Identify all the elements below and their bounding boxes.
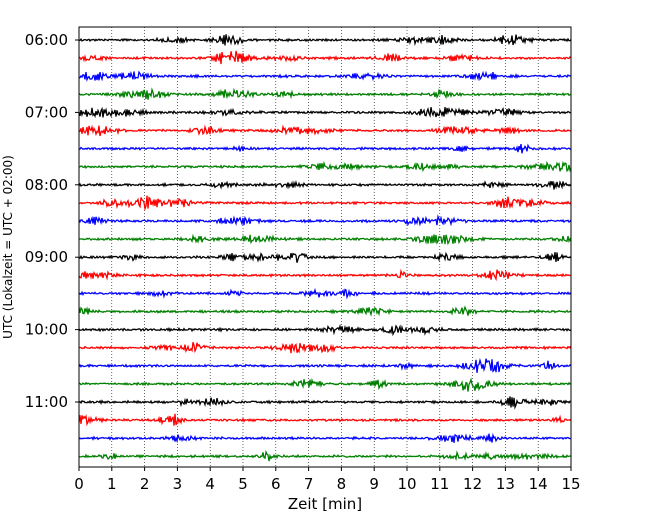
trace-1030 bbox=[78, 357, 572, 373]
x-tick-label: 10 bbox=[397, 475, 416, 493]
trace-0700 bbox=[78, 106, 572, 119]
x-axis: 0 1 2 3 4 5 6 7 8 9 10 11 12 13 14 15 bbox=[74, 467, 581, 493]
trace-0800 bbox=[78, 179, 572, 190]
x-tick-label: 4 bbox=[205, 475, 215, 493]
plot-frame bbox=[78, 26, 572, 468]
trace-1100 bbox=[78, 396, 572, 410]
x-tick-label: 3 bbox=[173, 475, 183, 493]
trace-0845 bbox=[78, 233, 572, 246]
trace-0815 bbox=[78, 195, 572, 212]
y-tick-label: 06:00 bbox=[25, 31, 68, 49]
trace-0630 bbox=[78, 70, 572, 82]
x-tick-label: 9 bbox=[369, 475, 379, 493]
trace-0715 bbox=[78, 124, 572, 137]
trace-0730 bbox=[78, 143, 572, 154]
trace-1045 bbox=[78, 377, 572, 392]
y-tick-label: 10:00 bbox=[25, 321, 68, 339]
x-tick-label: 13 bbox=[496, 475, 515, 493]
y-axis-label: UTC (Lokalzeit = UTC + 02:00) bbox=[1, 155, 15, 339]
x-tick-label: 8 bbox=[337, 475, 347, 493]
trace-0945 bbox=[78, 305, 572, 317]
trace-1115 bbox=[78, 413, 572, 427]
y-tick-label: 08:00 bbox=[25, 176, 68, 194]
trace-1145 bbox=[78, 449, 572, 462]
trace-0900 bbox=[78, 251, 572, 263]
x-axis-label: Zeit [min] bbox=[288, 495, 362, 513]
trace-1000 bbox=[78, 323, 572, 337]
plot-area bbox=[79, 27, 571, 467]
trace-0600 bbox=[78, 34, 572, 47]
y-tick-label: 11:00 bbox=[25, 393, 68, 411]
x-tick-label: 1 bbox=[107, 475, 117, 493]
x-tick-label: 5 bbox=[238, 475, 248, 493]
x-tick-label: 15 bbox=[561, 475, 580, 493]
trace-0645 bbox=[78, 87, 572, 100]
x-tick-label: 12 bbox=[463, 475, 482, 493]
trace-1130 bbox=[78, 432, 572, 444]
y-tick-label: 09:00 bbox=[25, 248, 68, 266]
x-tick-label: 2 bbox=[140, 475, 150, 493]
x-tick-label: 7 bbox=[304, 475, 314, 493]
trace-1015 bbox=[78, 341, 572, 354]
trace-0930 bbox=[78, 287, 572, 300]
y-tick-label: 07:00 bbox=[25, 103, 68, 121]
x-tick-label: 14 bbox=[529, 475, 548, 493]
x-tick-label: 11 bbox=[430, 475, 449, 493]
trace-0915 bbox=[78, 268, 572, 282]
trace-0615 bbox=[78, 50, 572, 65]
trace-0830 bbox=[78, 214, 572, 227]
grid-lines bbox=[111, 27, 539, 467]
x-tick-label: 0 bbox=[74, 475, 84, 493]
seismic-traces bbox=[78, 34, 572, 462]
y-axis: 06:00 07:00 08:00 09:00 10:00 11:00 bbox=[25, 31, 79, 411]
x-tick-label: 6 bbox=[271, 475, 281, 493]
trace-0745 bbox=[78, 160, 572, 173]
